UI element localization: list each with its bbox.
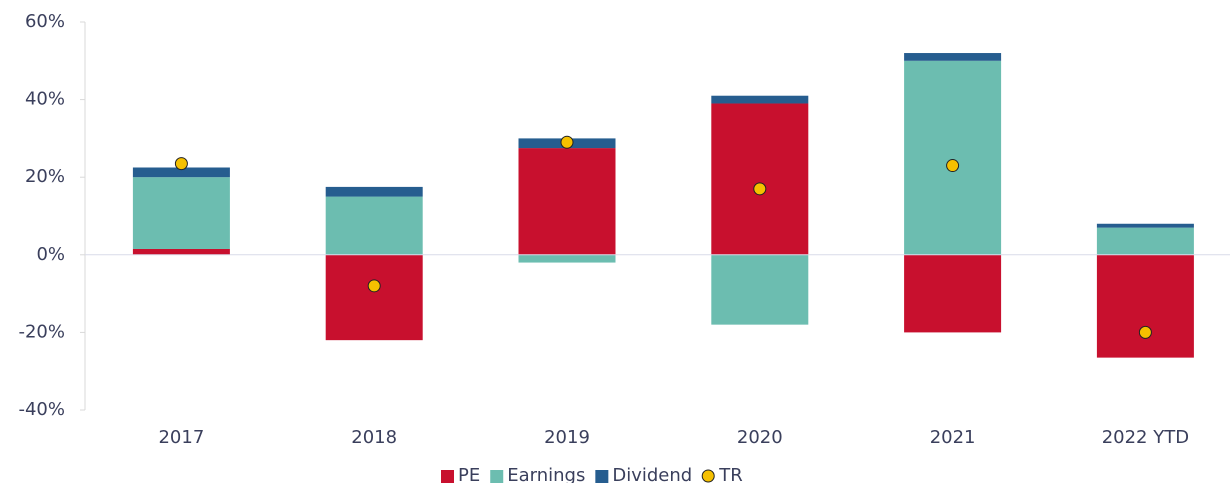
- legend-label: PE: [458, 465, 480, 483]
- x-tick-label: 2017: [158, 427, 204, 448]
- x-tick-label: 2019: [544, 427, 590, 448]
- bar-segment: [904, 254, 1002, 333]
- legend-label: Dividend: [612, 465, 692, 483]
- bar-segment: [325, 196, 423, 255]
- tr-point: [946, 159, 960, 173]
- x-tick-label: 2020: [737, 427, 783, 448]
- legend-label: TR: [718, 465, 743, 483]
- tr-point: [1138, 325, 1152, 339]
- tr-point: [367, 279, 381, 293]
- bar-segment: [325, 186, 423, 197]
- legend-label: Earnings: [507, 465, 585, 483]
- bar-segment: [132, 177, 230, 249]
- tr-point: [174, 157, 188, 171]
- x-tick-label: 2021: [930, 427, 976, 448]
- bar-segment: [711, 254, 809, 325]
- y-tick-label: -40%: [18, 399, 65, 420]
- bar-segment: [518, 254, 616, 263]
- tr-point: [560, 135, 574, 149]
- y-tick-label: -20%: [18, 321, 65, 342]
- y-tick-label: 0%: [36, 244, 65, 265]
- x-tick-label: 2018: [351, 427, 397, 448]
- legend-marker: [595, 470, 609, 483]
- bar-segment: [904, 53, 1002, 61]
- tr-point: [753, 182, 767, 196]
- bar-segment: [132, 167, 230, 178]
- legend-marker: [701, 469, 715, 483]
- bar-segment: [711, 95, 809, 104]
- bar-segment: [1096, 254, 1194, 358]
- legend-marker: [441, 470, 454, 483]
- legend-marker: [490, 470, 504, 483]
- bar-segment: [325, 254, 423, 341]
- y-tick-label: 40%: [25, 89, 65, 110]
- bar-segment: [904, 60, 1002, 255]
- y-tick-label: 20%: [25, 166, 65, 187]
- x-tick-label: 2022 YTD: [1102, 427, 1189, 448]
- bar-segment: [711, 103, 809, 255]
- bar-segment: [1096, 223, 1194, 228]
- y-tick-label: 60%: [25, 11, 65, 32]
- bar-segment: [1096, 227, 1194, 255]
- bar-segment: [518, 148, 616, 255]
- bar-segment: [132, 248, 230, 255]
